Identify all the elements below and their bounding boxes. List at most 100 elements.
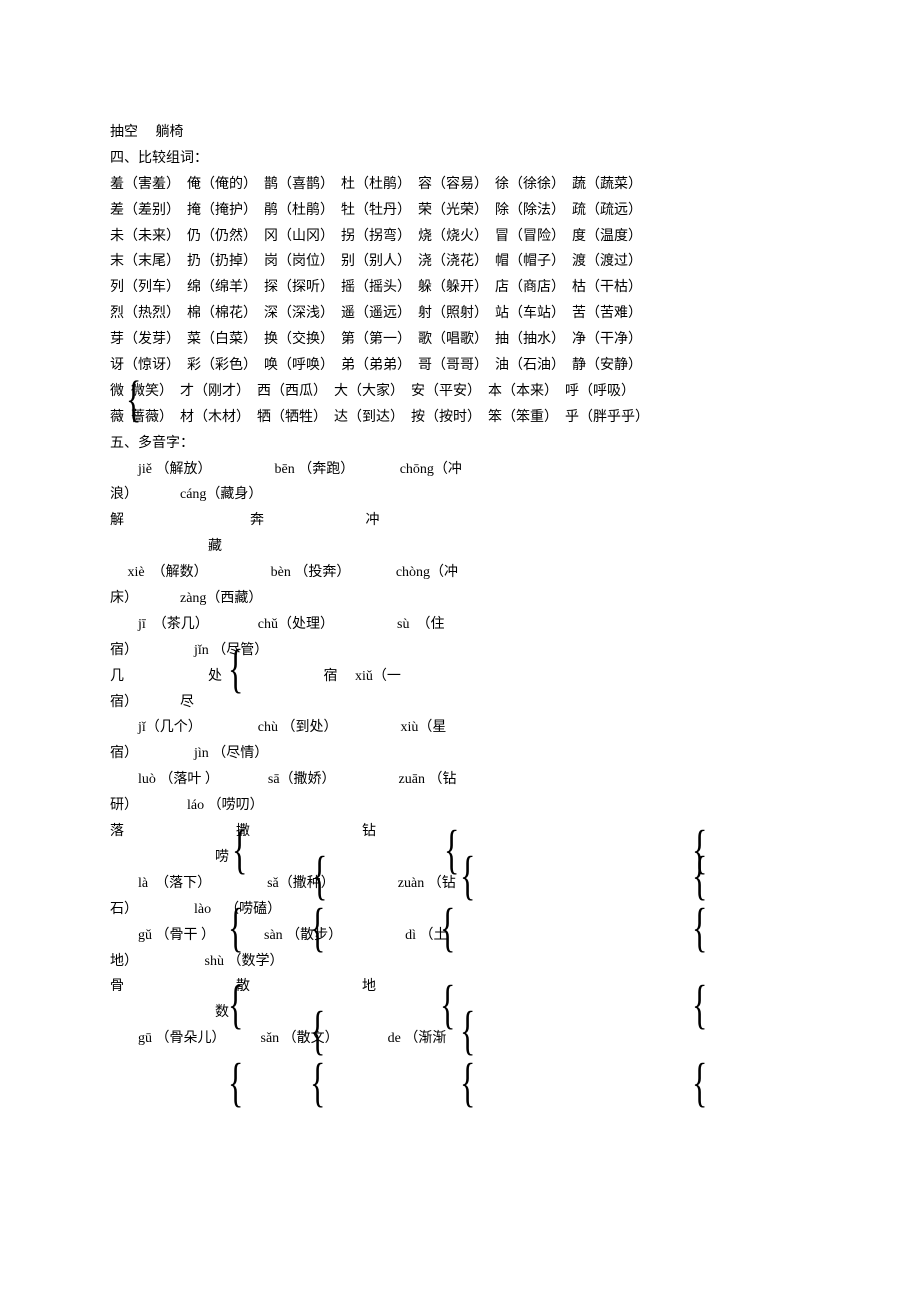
table-row: 未（未来） 仍（仍然） 冈（山冈） 拐（拐弯） 烧（烧火） 冒（冒险） 度（温度… [110,224,810,250]
cell: 徐（徐徐） [495,177,565,192]
bracket-icon: { [692,848,707,902]
cell: 油（石油） [495,358,565,373]
bracket-icon: { [228,1055,243,1109]
cell: 薇 蔷薇） [110,410,173,425]
cell: 浇（浇花） [418,254,488,269]
table-row: 烈（热烈） 棉（棉花） 深（深浅） 遥（遥远） 射（照射） 站（车站） 苦（苦难… [110,301,810,327]
cell: 差（差别） [110,203,180,218]
section5-title: 五、多音字： [110,431,810,457]
poly-line: 藏 [110,534,810,560]
cell: 渡（渡过） [572,254,642,269]
cell: 换（交换） [264,332,334,347]
document-page: 抽空 躺椅 四、比较组词： 羞（害羞） 俺（俺的） 鹊（喜鹊） 杜（杜鹃） 容（… [0,0,920,1302]
cell: 帽（帽子） [495,254,565,269]
section4-title: 四、比较组词： [110,146,810,172]
cell: 摇（摇头） [341,280,411,295]
cell: 掩（掩护） [187,203,257,218]
cell: 仍（仍然） [187,229,257,244]
cell: 呼（呼吸） [565,384,635,399]
cell: 牡（牡丹） [341,203,411,218]
table-row: 差（差别） 掩（掩护） 鹃（杜鹃） 牡（牡丹） 荣（光荣） 除（除法） 疏（疏远… [110,198,810,224]
cell: 容（容易） [418,177,488,192]
bracket-icon: { [126,372,141,423]
poly-line: 几 处 宿 xiǔ（一 [110,664,810,690]
top-words-line: 抽空 躺椅 [110,120,810,146]
poly-line: xiè （解数） bèn （投奔） chòng（冲 [110,560,810,586]
bracket-icon: { [440,977,455,1031]
cell: 躲（躲开） [418,280,488,295]
bracket-icon: { [228,641,243,695]
cell: 蔬（蔬菜） [572,177,642,192]
cell: 棉（棉花） [187,306,257,321]
bracket-icon: { [232,822,247,876]
cell: 深（深浅） [264,306,334,321]
poly-line: 宿） jìn （尽情） [110,741,810,767]
cell: 站（车站） [495,306,565,321]
cell: 达（到达） [334,410,404,425]
cell: 哥（哥哥） [418,358,488,373]
bracket-icon: { [310,900,325,954]
cell: 第（第一） [341,332,411,347]
cell: 拐（拐弯） [341,229,411,244]
bracket-icon: { [228,900,243,954]
cell: 疏（疏远） [572,203,642,218]
cell: 烧（烧火） [418,229,488,244]
cell: 度（温度） [572,229,642,244]
cell: 按（按时） [411,410,481,425]
cell: 杜（杜鹃） [341,177,411,192]
cell: 苦（苦难） [572,306,642,321]
cell: 笨（笨重） [488,410,558,425]
cell: 探（探听） [264,280,334,295]
cell: 羞（害羞） [110,177,180,192]
cell: 歌（唱歌） [418,332,488,347]
cell: 西（西瓜） [257,384,327,399]
cell: 店（商店） [495,280,565,295]
cell: 冈（山冈） [264,229,334,244]
poly-line: 宿） 尽 [110,690,810,716]
poly-line: jǐ（几个） chù （到处） xiù（星 [110,715,810,741]
cell: 乎（胖乎乎） [565,410,649,425]
word-tang-yi: 躺椅 [156,125,184,140]
cell: 绵（绵羊） [187,280,257,295]
poly-line: 研） láo （唠叨） [110,793,810,819]
cell: 抽（抽水） [495,332,565,347]
section4-table: 羞（害羞） 俺（俺的） 鹊（喜鹊） 杜（杜鹃） 容（容易） 徐（徐徐） 蔬（蔬菜… [110,172,810,431]
bracket-icon: { [310,1003,325,1057]
bracket-icon: { [440,900,455,954]
cell: 鹃（杜鹃） [264,203,334,218]
cell: 岗（岗位） [264,254,334,269]
cell: 才（刚才） [180,384,250,399]
table-row: 末（末尾） 扔（扔掉） 岗（岗位） 别（别人） 浇（浇花） 帽（帽子） 渡（渡过… [110,249,810,275]
cell: 荣（光荣） [418,203,488,218]
cell: 净（干净） [572,332,642,347]
cell: 微 微笑） [110,384,173,399]
cell: 烈（热烈） [110,306,180,321]
cell: 别（别人） [341,254,411,269]
poly-line: 浪） cáng（藏身） [110,482,810,508]
cell: 菜（白菜） [187,332,257,347]
cell: 芽（发芽） [110,332,180,347]
bracket-icon: { [460,1003,475,1057]
polyphonic-block: jiě （解放） bēn （奔跑） chōng（冲 浪） cáng（藏身） 解 … [110,457,810,1052]
table-row: 薇 蔷薇） 材（木材） 牺（牺牲） 达（到达） 按（按时） 笨（笨重） 乎（胖乎… [110,405,810,431]
poly-line: 宿） jǐn （尽管） [110,638,810,664]
cell: 列（列车） [110,280,180,295]
bracket-icon: { [310,1055,325,1109]
cell: 静（安静） [572,358,642,373]
cell: 射（照射） [418,306,488,321]
poly-line: 床） zàng（西藏） [110,586,810,612]
cell: 唤（呼唤） [264,358,334,373]
word-chou-kong: 抽空 [110,125,138,140]
cell: 遥（遥远） [341,306,411,321]
bracket-icon: { [460,848,475,902]
bracket-icon: { [692,900,707,954]
bracket-icon: { [460,1055,475,1109]
cell: 讶（惊讶） [110,358,180,373]
cell: 本（本来） [488,384,558,399]
bracket-icon: { [692,1055,707,1109]
table-row: 羞（害羞） 俺（俺的） 鹊（喜鹊） 杜（杜鹃） 容（容易） 徐（徐徐） 蔬（蔬菜… [110,172,810,198]
cell: 大（大家） [334,384,404,399]
poly-line: jiě （解放） bēn （奔跑） chōng（冲 [110,457,810,483]
cell: 弟（弟弟） [341,358,411,373]
bracket-icon: { [692,977,707,1031]
